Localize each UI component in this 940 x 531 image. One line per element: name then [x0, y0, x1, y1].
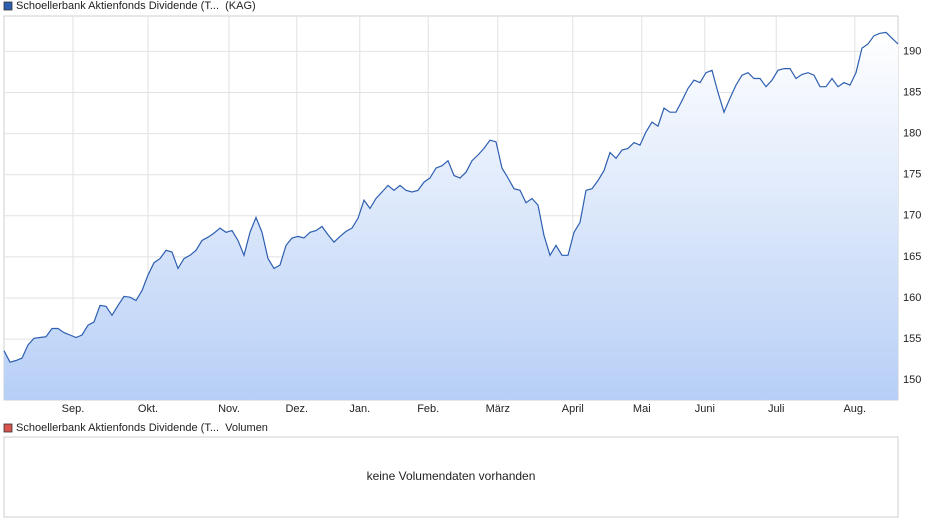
legend-swatch: [3, 1, 13, 11]
y-tick-label: 150: [903, 374, 921, 386]
x-tick-label: April: [562, 403, 584, 415]
legend-swatch: [3, 423, 13, 433]
legend-label: Schoellerbank Aktienfonds Dividende (T..…: [16, 422, 268, 434]
x-tick-label: Dez.: [285, 403, 308, 415]
y-tick-label: 170: [903, 210, 921, 222]
x-tick-label: Jan.: [349, 403, 370, 415]
x-tick-label: Juni: [695, 403, 715, 415]
y-tick-label: 165: [903, 251, 921, 263]
y-tick-label: 175: [903, 169, 921, 181]
y-tick-label: 180: [903, 127, 921, 139]
x-tick-label: Mai: [633, 403, 651, 415]
x-tick-label: Aug.: [843, 403, 866, 415]
volume-frame: [3, 436, 899, 518]
y-tick-label: 155: [903, 333, 921, 345]
x-tick-label: Feb.: [417, 403, 439, 415]
x-tick-label: Okt.: [138, 403, 158, 415]
x-tick-label: Nov.: [218, 403, 240, 415]
y-tick-label: 185: [903, 86, 921, 98]
price-line: [3, 31, 899, 363]
x-tick-label: Sep.: [62, 403, 85, 415]
area-fill: [4, 32, 898, 401]
x-tick-label: Juli: [768, 403, 785, 415]
x-tick-label: März: [486, 403, 510, 415]
legend-label: Schoellerbank Aktienfonds Dividende (T..…: [16, 0, 256, 12]
y-tick-label: 190: [903, 45, 921, 57]
volume-message: keine Volumendaten vorhanden: [367, 469, 536, 483]
y-tick-label: 160: [903, 292, 921, 304]
